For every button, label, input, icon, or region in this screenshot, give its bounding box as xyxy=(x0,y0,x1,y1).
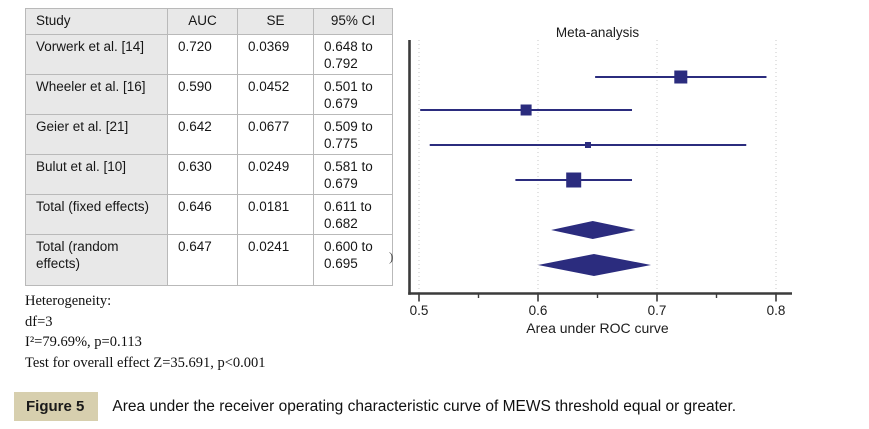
cell-se: 0.0369 xyxy=(237,34,314,75)
figure-label: Figure 5 xyxy=(14,392,99,421)
figure-caption-text: Area under the receiver operating charac… xyxy=(112,397,737,415)
note-line: Heterogeneity: xyxy=(25,293,112,309)
chart-title: Meta-analysis xyxy=(556,25,640,40)
study-marker-square xyxy=(584,142,591,148)
figure-caption: Figure 5 Area under the receiver operati… xyxy=(14,392,861,421)
table-row: Total (fixed effects) 0.646 0.0181 0.611 to… xyxy=(25,194,393,235)
forest-plot: 0.5 0.6 0.7 0.8 Meta-analysis Area under ROC … xyxy=(408,25,792,336)
cell-study: Geier et al. [21] xyxy=(25,114,168,155)
table-header-row: Study AUC SE 95% CI xyxy=(25,8,393,35)
cell-ci: 0.509 to 0.775 xyxy=(313,114,393,155)
study-table-body: Vorwerk et al. [14] 0.720 0.0369 0.648 to 0.… xyxy=(25,34,393,286)
table-row: Vorwerk et al. [14] 0.720 0.0369 0.648 to 0.… xyxy=(25,34,393,75)
diamond-random-effects xyxy=(538,254,652,276)
cell-se: 0.0249 xyxy=(237,154,314,195)
cell-auc: 0.647 xyxy=(167,234,238,286)
x-axis-label: Area under ROC curve xyxy=(526,320,669,336)
table-row: Total (random effects) 0.647 0.0241 0.600 to… xyxy=(25,234,393,286)
cell-auc: 0.642 xyxy=(167,114,238,155)
cell-study: Wheeler et al. [16] xyxy=(25,74,168,115)
cell-study: Total (random effects) xyxy=(25,234,168,286)
x-tick-label: 0.6 xyxy=(529,303,548,318)
table-row: Wheeler et al. [16] 0.590 0.0452 0.501 to 0.… xyxy=(25,74,393,115)
cell-se: 0.0181 xyxy=(237,194,314,235)
x-tick-label: 0.7 xyxy=(648,303,667,318)
table-row: Geier et al. [21] 0.642 0.0677 0.509 to 0.77… xyxy=(25,114,393,155)
study-marker-square xyxy=(674,70,688,84)
cell-se: 0.0241 xyxy=(237,234,314,286)
table-row: Bulut et al. [10] 0.630 0.0249 0.581 to 0.67… xyxy=(25,154,393,195)
cell-auc: 0.630 xyxy=(167,154,238,195)
study-marker-square xyxy=(520,104,532,116)
note-line: I²=79.69%, p=0.113 xyxy=(25,334,142,351)
cell-auc: 0.590 xyxy=(167,74,238,115)
x-tick-label: 0.5 xyxy=(410,303,429,318)
cell-ci: 0.648 to 0.792 xyxy=(313,34,393,75)
cell-auc: 0.646 xyxy=(167,194,238,235)
stray-paren: ) xyxy=(389,249,394,264)
cell-study: Vorwerk et al. [14] xyxy=(25,34,168,75)
cell-ci: 0.581 to 0.679 xyxy=(313,154,393,195)
cell-se: 0.0452 xyxy=(237,74,314,115)
header-auc: AUC xyxy=(167,8,238,35)
cell-ci: 0.611 to 0.682 xyxy=(313,194,393,235)
cell-ci: 0.600 to 0.695 xyxy=(313,234,393,286)
heterogeneity-notes: Heterogeneity: df=3 I²=79.69%, p=0.113 T… xyxy=(25,291,266,373)
note-line: Test for overall effect Z=35.691, p<0.00… xyxy=(25,354,266,371)
diamond-fixed-effects xyxy=(551,221,636,239)
cell-study: Total (fixed effects) xyxy=(25,194,168,235)
x-tick-label: 0.8 xyxy=(767,303,786,318)
study-marker-square xyxy=(566,172,582,188)
cell-ci: 0.501 to 0.679 xyxy=(313,74,393,115)
header-ci: 95% CI xyxy=(313,8,393,35)
study-table: Study AUC SE 95% CI Vorwerk et al. [14] 0… xyxy=(25,8,393,286)
header-se: SE xyxy=(237,8,314,35)
cell-study: Bulut et al. [10] xyxy=(25,154,168,195)
note-line: df=3 xyxy=(25,313,53,330)
cell-se: 0.0677 xyxy=(237,114,314,155)
header-study: Study xyxy=(25,8,168,35)
cell-auc: 0.720 xyxy=(167,34,238,75)
